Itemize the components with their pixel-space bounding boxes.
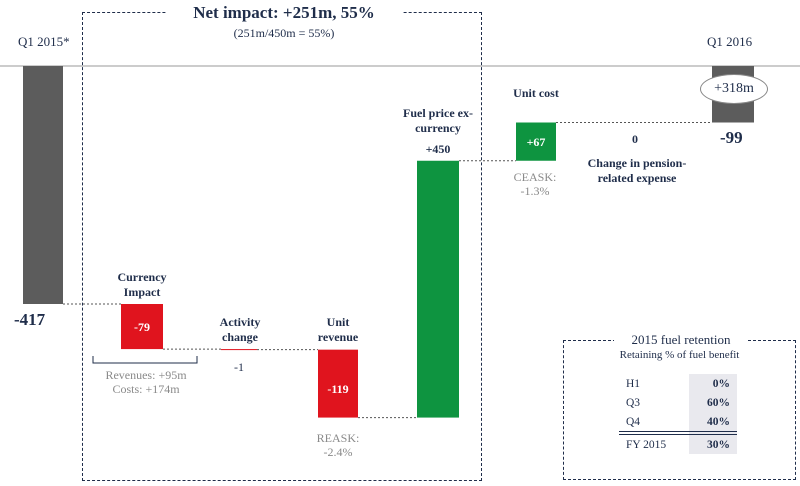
retention-value-total: 30%: [689, 431, 737, 454]
bar-step: [318, 349, 358, 418]
table-row: H1 0%: [619, 374, 737, 393]
currency-impact-label: Currency Impact: [117, 270, 167, 299]
start-category-label: Q1 2015*: [18, 34, 70, 49]
activity-change-label: Activity change: [219, 315, 261, 344]
table-row: Q3 60%: [619, 393, 737, 412]
reask-value: -2.4%: [323, 445, 353, 459]
bar-start: [23, 66, 63, 304]
ceask-label: CEASK:: [513, 170, 557, 184]
fuel-retention-title: 2015 fuel retention: [614, 332, 748, 348]
end-value-label: -99: [720, 128, 743, 147]
chart-title: Net impact: +251m, 55%: [166, 3, 402, 23]
net-impact-box: [82, 12, 482, 481]
bar-step: [121, 304, 163, 350]
unit-revenue-value: -119: [327, 382, 349, 396]
retention-period: Q3: [619, 393, 690, 412]
table-row-total: FY 2015 30%: [619, 431, 737, 454]
pension-label: Change in pension-related expense: [587, 156, 687, 185]
activity-change-value: -1: [234, 360, 244, 374]
end-category-label: Q1 2016: [707, 34, 753, 49]
start-value-label: -417: [14, 310, 46, 329]
retention-period: Q4: [619, 412, 690, 433]
currency-note-revenues: Revenues: +95m: [105, 368, 187, 382]
reask-label: REASK:: [316, 431, 360, 445]
unit-cost-label: Unit cost: [513, 86, 559, 100]
retention-period: H1: [619, 374, 690, 393]
unit-cost-value: +67: [526, 135, 546, 149]
currency-note-costs: Costs: +174m: [112, 382, 180, 396]
retention-period-total: FY 2015: [619, 431, 690, 454]
ceask-value: -1.3%: [520, 184, 550, 198]
chart-subtitle: (251m/450m = 55%): [233, 26, 335, 40]
fuel-price-label: Fuel price ex-currency: [403, 106, 473, 135]
retention-value: 40%: [689, 412, 737, 433]
table-row: Q4 40%: [619, 412, 737, 433]
fuel-retention-subtitle: Retaining % of fuel benefit: [619, 349, 740, 361]
retention-value: 0%: [689, 374, 737, 393]
bar-step: [516, 122, 556, 161]
bar-step: [221, 349, 257, 351]
fuel-price-value: +450: [425, 142, 451, 156]
total-change-badge: +318m: [700, 74, 768, 104]
currency-impact-value: -79: [134, 320, 150, 334]
pension-value: 0: [632, 132, 638, 146]
unit-revenue-label: Unit revenue: [317, 315, 359, 344]
fuel-retention-table: H1 0% Q3 60% Q4 40% FY 2015 30%: [619, 374, 737, 454]
currency-impact-bracket: [92, 356, 198, 364]
bar-step: [417, 160, 459, 418]
retention-value: 60%: [689, 393, 737, 412]
